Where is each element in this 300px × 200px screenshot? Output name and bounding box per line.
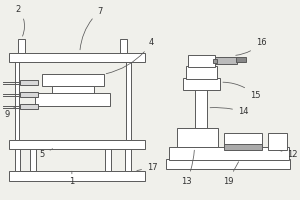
Text: 13: 13 [181, 150, 194, 186]
Text: 9: 9 [4, 107, 14, 119]
Bar [20, 104, 38, 109]
Bar [186, 66, 217, 79]
Bar [19, 39, 26, 53]
Bar [236, 57, 246, 62]
Text: 5: 5 [40, 149, 52, 159]
Bar [9, 140, 145, 149]
Bar [213, 59, 217, 63]
Text: 17: 17 [137, 163, 158, 172]
Bar [14, 147, 20, 171]
Bar [106, 147, 111, 171]
Bar [268, 133, 287, 150]
Bar [195, 88, 207, 128]
Text: 1: 1 [69, 171, 74, 186]
Text: 14: 14 [210, 107, 248, 116]
Text: 19: 19 [223, 162, 239, 186]
Bar [224, 144, 262, 150]
Bar [14, 60, 20, 140]
Text: 7: 7 [80, 7, 102, 50]
Bar [20, 92, 38, 97]
Bar [35, 93, 110, 106]
Bar [169, 147, 289, 160]
Text: 12: 12 [280, 150, 298, 159]
Text: 15: 15 [223, 82, 260, 100]
Bar [42, 74, 104, 86]
Bar [224, 133, 262, 147]
Text: 4: 4 [106, 38, 154, 74]
Text: 2: 2 [16, 5, 25, 36]
Bar [125, 147, 131, 171]
Bar [9, 171, 145, 181]
Bar [9, 53, 145, 62]
Bar [52, 86, 94, 93]
Bar [215, 57, 237, 64]
Bar [177, 128, 218, 147]
Bar [126, 60, 131, 140]
Bar [188, 55, 215, 67]
Text: 16: 16 [236, 38, 266, 55]
Bar [20, 80, 38, 85]
Bar [183, 78, 220, 90]
Bar [166, 159, 290, 169]
Bar [30, 147, 36, 171]
Bar [120, 39, 127, 53]
